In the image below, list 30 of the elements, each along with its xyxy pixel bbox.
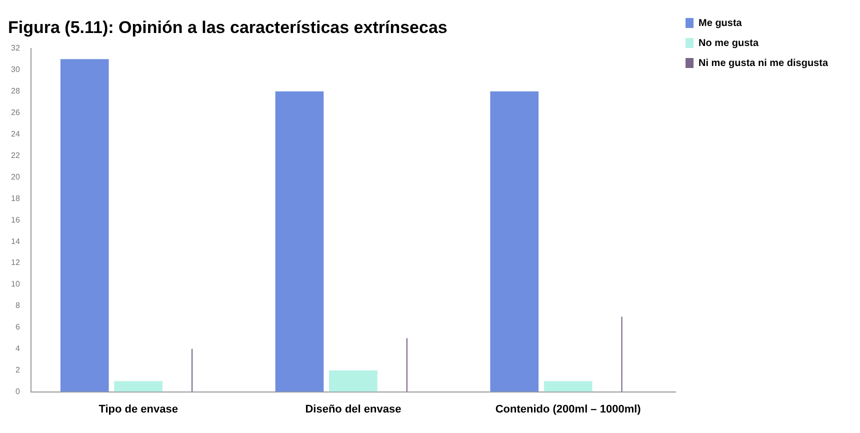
- y-tick-label: 20: [10, 172, 20, 182]
- bar: [490, 91, 539, 392]
- bar: [60, 59, 109, 392]
- legend-label: Ni me gusta ni me disgusta: [698, 58, 828, 69]
- y-tick-label: 18: [10, 194, 20, 203]
- bar: [329, 370, 378, 392]
- x-tick-label: Contenido (200ml – 1000ml): [495, 403, 642, 416]
- y-tick-label: 22: [10, 150, 20, 160]
- y-tick-label: 16: [10, 215, 20, 224]
- legend-label: No me gusta: [698, 38, 759, 49]
- y-tick-label: 8: [15, 301, 20, 310]
- y-tick-label: 30: [10, 65, 20, 74]
- x-tick-label: Tipo de envase: [98, 403, 178, 416]
- y-tick-label: 28: [10, 86, 20, 96]
- y-tick-label: 0: [15, 387, 20, 396]
- chart-title: Figura (5.11): Opinión a las características extrínsecas: [8, 18, 448, 37]
- bar: [275, 91, 324, 392]
- y-tick-label: 4: [15, 344, 20, 354]
- y-tick-label: 32: [10, 44, 20, 53]
- legend-label: Me gusta: [698, 18, 742, 29]
- y-tick-label: 14: [10, 236, 20, 246]
- y-tick-label: 6: [15, 322, 20, 332]
- y-tick-label: 10: [10, 280, 20, 289]
- x-tick-label: Diseño del envase: [305, 403, 402, 416]
- y-tick-label: 12: [10, 258, 20, 268]
- y-tick-label: 2: [15, 366, 20, 375]
- y-tick-label: 24: [10, 129, 20, 138]
- bar: [114, 381, 163, 392]
- y-tick-label: 26: [10, 108, 20, 117]
- bar: [544, 381, 592, 392]
